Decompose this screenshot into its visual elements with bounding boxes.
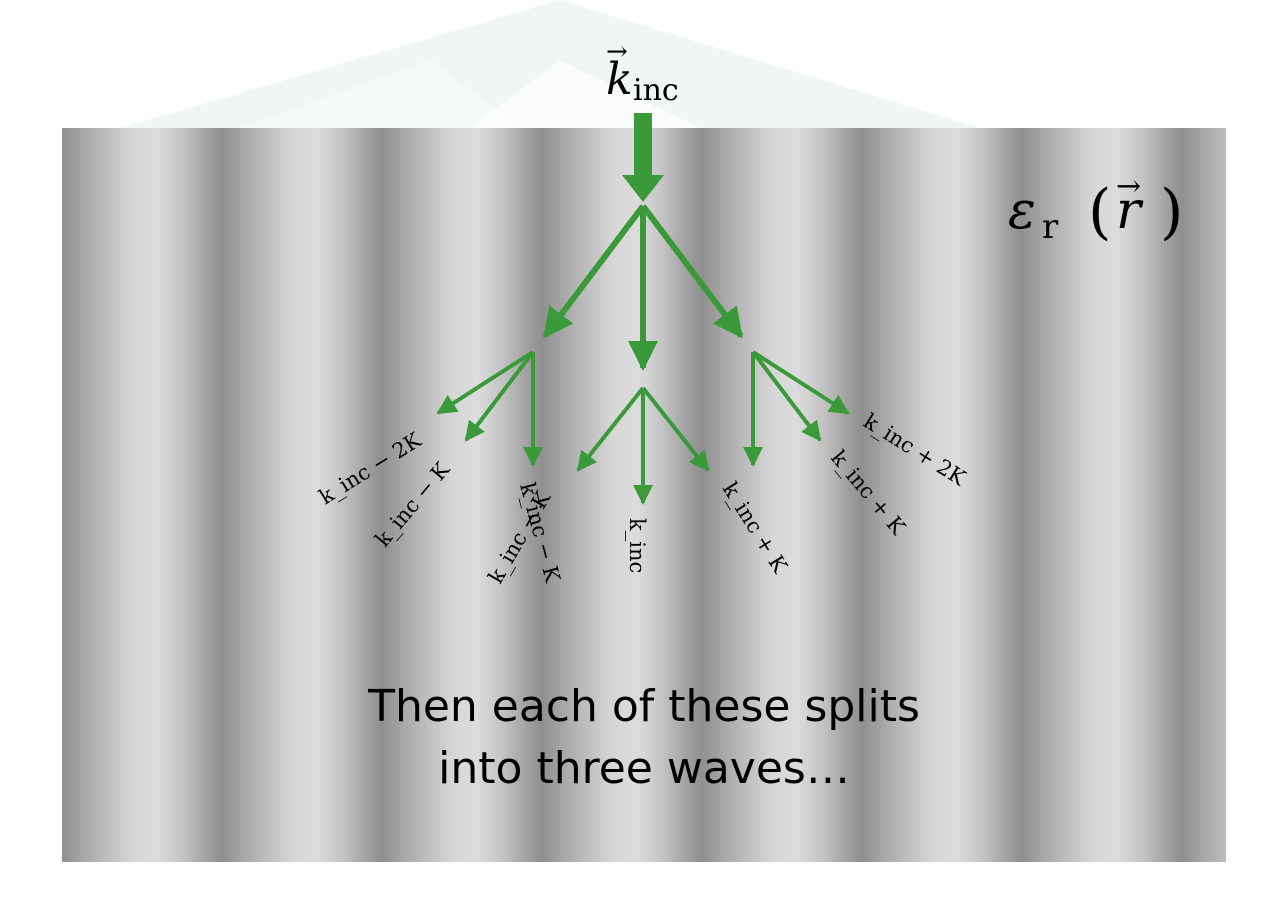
svg-text:→: →: [606, 37, 628, 67]
wave-label-plus-2k: k_inc + 2K: [859, 409, 970, 491]
caption-line-2: into three waves…: [438, 743, 850, 794]
svg-text:r: r: [1116, 181, 1144, 241]
caption-line-1: Then each of these splits: [368, 681, 920, 732]
permittivity-label: ε r ( r → ): [1008, 169, 1183, 247]
svg-text:): ): [1160, 177, 1183, 247]
wave-label-plus-k-inner: k_inc + K: [718, 478, 792, 577]
wave-label-plus-k-right: k_inc + K: [826, 446, 910, 540]
incident-wave-arrow: [622, 113, 664, 202]
svg-text:ε: ε: [1008, 181, 1036, 241]
svg-text:k: k: [606, 54, 633, 105]
svg-text:r: r: [1042, 207, 1059, 247]
first-split-arrows: [542, 204, 744, 371]
svg-text:inc: inc: [633, 73, 679, 108]
svg-text:(: (: [1088, 177, 1111, 247]
svg-text:→: →: [1116, 169, 1141, 204]
wave-label-k-inc: k_inc: [625, 518, 649, 573]
incident-wave-label: k inc →: [606, 37, 679, 108]
second-split-arrows: [436, 350, 850, 505]
caption: Then each of these splits into three wav…: [62, 676, 1226, 800]
